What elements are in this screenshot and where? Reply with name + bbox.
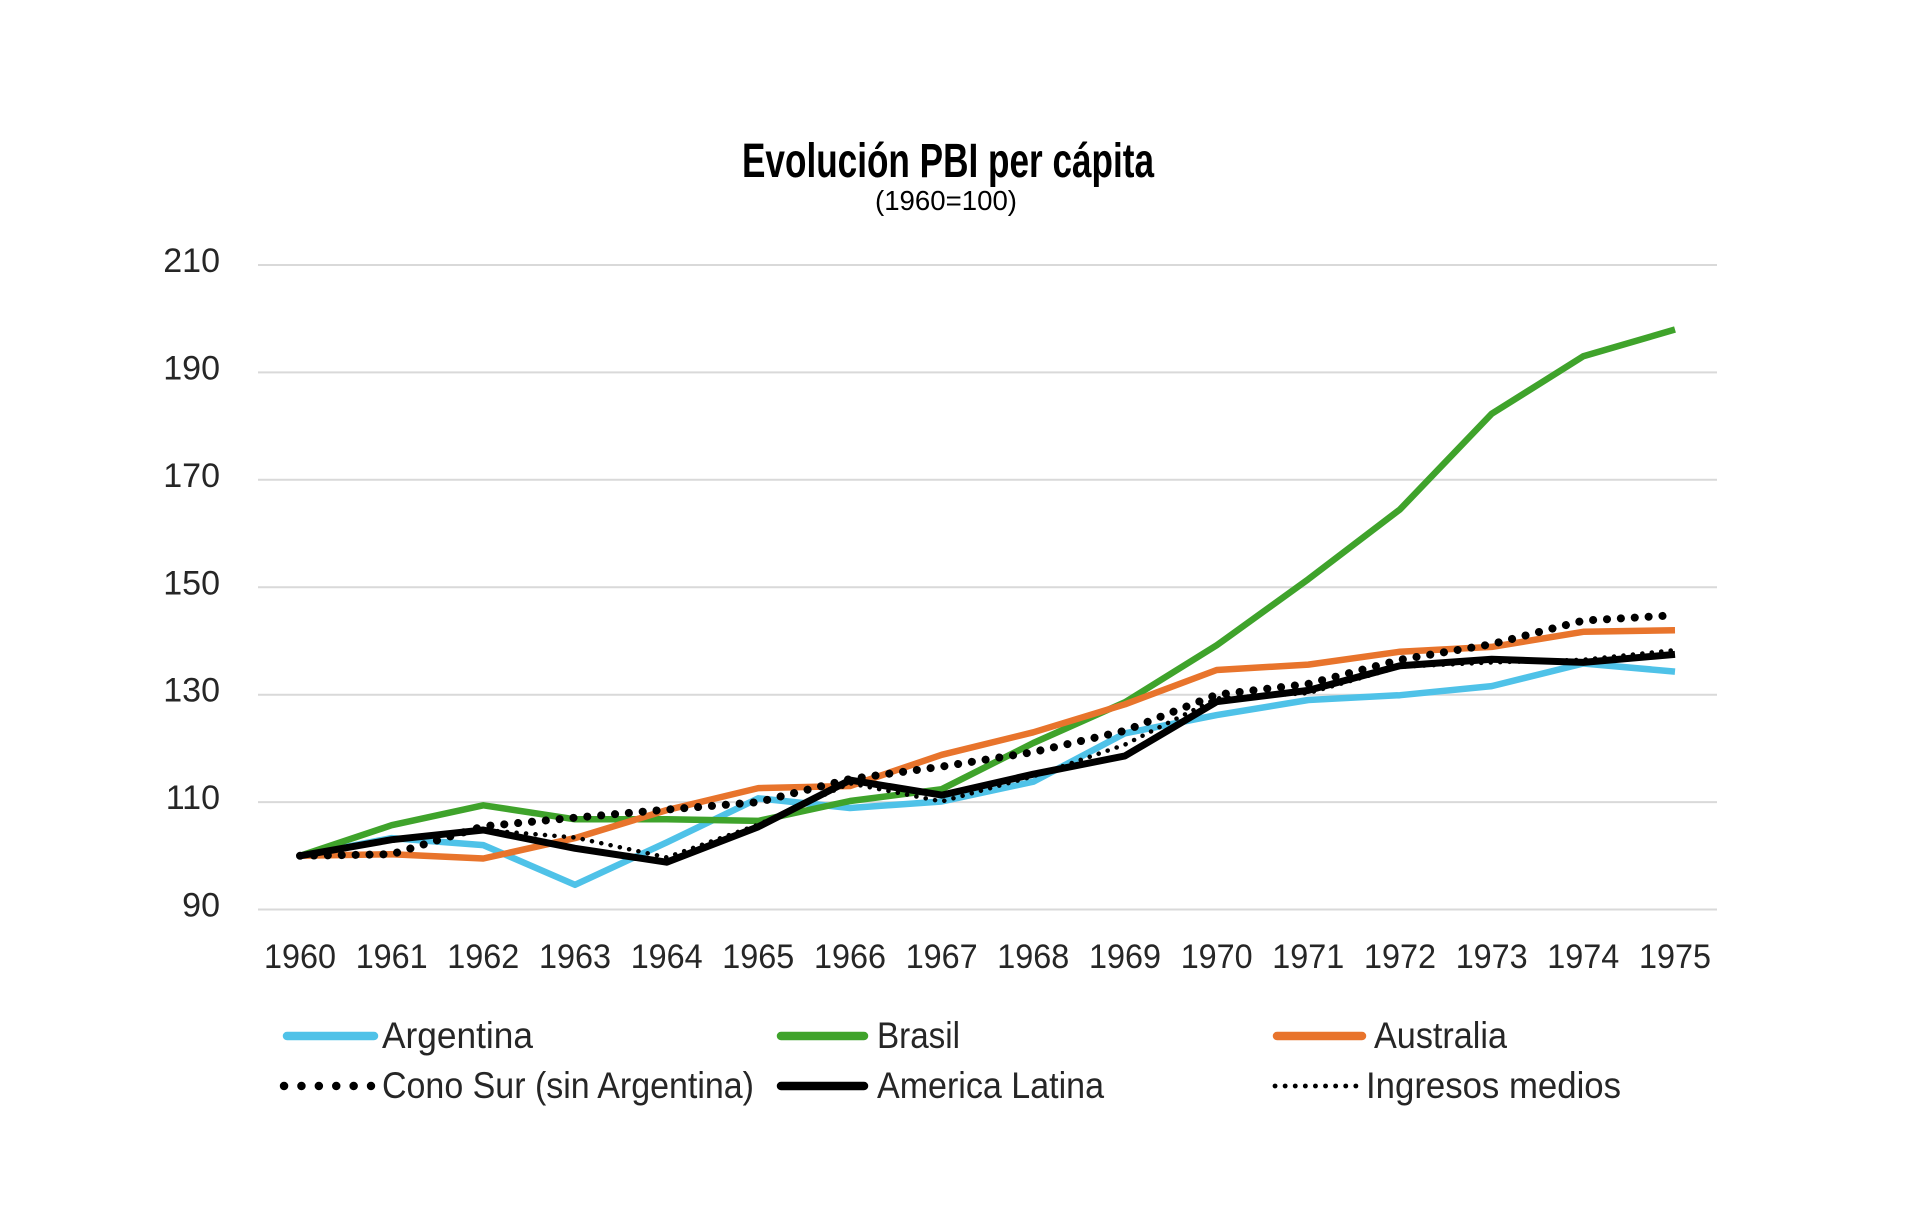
svg-text:Australia: Australia xyxy=(1374,1015,1507,1056)
svg-text:1971: 1971 xyxy=(1272,938,1344,976)
svg-text:1973: 1973 xyxy=(1456,938,1528,976)
svg-text:1968: 1968 xyxy=(997,938,1069,976)
svg-text:1965: 1965 xyxy=(722,938,794,976)
svg-text:Ingresos medios: Ingresos medios xyxy=(1366,1065,1621,1106)
svg-text:1975: 1975 xyxy=(1639,938,1711,976)
svg-text:1961: 1961 xyxy=(356,938,428,976)
svg-text:1974: 1974 xyxy=(1547,938,1619,976)
svg-text:130: 130 xyxy=(163,672,220,710)
svg-text:1967: 1967 xyxy=(906,938,978,976)
svg-text:90: 90 xyxy=(182,887,220,925)
svg-text:Argentina: Argentina xyxy=(382,1015,533,1056)
svg-text:190: 190 xyxy=(163,349,220,387)
svg-text:Evolución PBI per cápita: Evolución PBI per cápita xyxy=(742,135,1154,188)
svg-text:170: 170 xyxy=(163,457,220,495)
svg-text:1966: 1966 xyxy=(814,938,886,976)
svg-text:1962: 1962 xyxy=(447,938,519,976)
svg-text:1960: 1960 xyxy=(264,938,336,976)
svg-text:America Latina: America Latina xyxy=(877,1065,1104,1106)
svg-text:1972: 1972 xyxy=(1364,938,1436,976)
svg-text:Cono Sur (sin Argentina): Cono Sur (sin Argentina) xyxy=(382,1065,754,1106)
svg-text:150: 150 xyxy=(163,564,220,602)
svg-text:110: 110 xyxy=(166,779,220,817)
svg-text:1964: 1964 xyxy=(631,938,703,976)
svg-text:(1960=100): (1960=100) xyxy=(875,185,1017,216)
svg-text:1963: 1963 xyxy=(539,938,611,976)
svg-text:210: 210 xyxy=(163,242,220,280)
svg-text:1969: 1969 xyxy=(1089,938,1161,976)
svg-text:1970: 1970 xyxy=(1181,938,1253,976)
svg-text:Brasil: Brasil xyxy=(877,1015,960,1056)
